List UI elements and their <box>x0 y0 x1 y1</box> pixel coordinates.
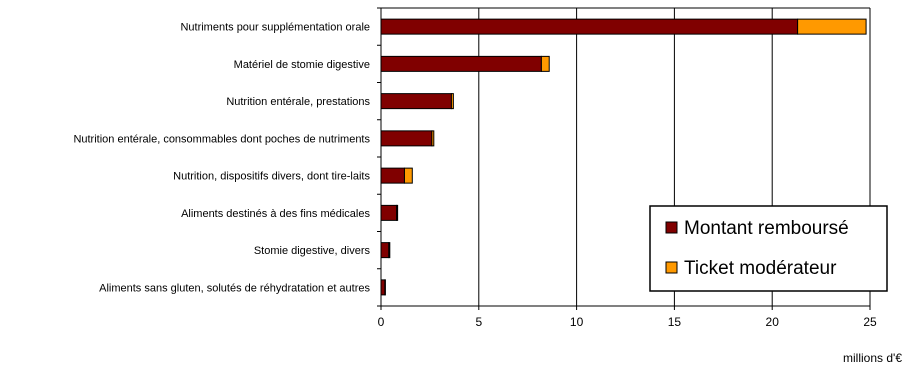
legend-label-ticket: Ticket modérateur <box>684 258 837 279</box>
x-tick-label: 0 <box>378 315 385 329</box>
bar-ticket <box>540 55 550 72</box>
legend-swatch-ticket <box>665 261 678 274</box>
unit-label: millions d'€ <box>843 351 902 365</box>
bars <box>380 18 867 296</box>
x-tick-label: 15 <box>668 315 682 329</box>
axes <box>377 7 871 310</box>
bar-montant <box>380 55 542 72</box>
bar-ticket <box>431 130 435 147</box>
bar-ticket <box>450 93 454 110</box>
category-label: Nutrition entérale, consommables dont po… <box>73 133 370 145</box>
bar-montant <box>380 204 398 221</box>
x-tick-label: 20 <box>766 315 780 329</box>
bar-montant <box>380 93 452 110</box>
bar-montant <box>380 130 433 147</box>
category-label: Aliments destinés à des fins médicales <box>181 208 370 220</box>
bar-montant <box>380 279 386 296</box>
legend: Montant remboursé Ticket modérateur <box>649 205 888 292</box>
bar-montant <box>380 242 390 259</box>
bar-montant <box>380 18 799 35</box>
bar-ticket <box>388 242 391 259</box>
x-tick-label: 10 <box>570 315 584 329</box>
bar-ticket <box>384 279 386 296</box>
category-label: Nutrition, dispositifs divers, dont tire… <box>173 171 370 183</box>
bar-ticket <box>403 167 413 184</box>
x-tick-label: 5 <box>475 315 482 329</box>
x-tick-label: 25 <box>863 315 877 329</box>
category-label: Stomie digestive, divers <box>254 245 371 257</box>
bar-ticket <box>797 18 867 35</box>
x-tick-labels: 0 5 10 15 20 25 <box>378 315 877 329</box>
legend-label-montant: Montant remboursé <box>684 218 849 239</box>
legend-swatch-montant <box>665 221 678 234</box>
category-label: Matériel de stomie digestive <box>234 59 370 71</box>
category-label: Nutriments pour supplémentation orale <box>180 22 370 34</box>
category-label: Aliments sans gluten, solutés de réhydra… <box>99 282 370 294</box>
bar-ticket <box>396 204 399 221</box>
legend-box <box>649 205 888 292</box>
bar-montant <box>380 167 405 184</box>
category-label: Nutrition entérale, prestations <box>226 96 370 108</box>
category-labels: Nutriments pour supplémentation orale Mat… <box>73 22 370 295</box>
